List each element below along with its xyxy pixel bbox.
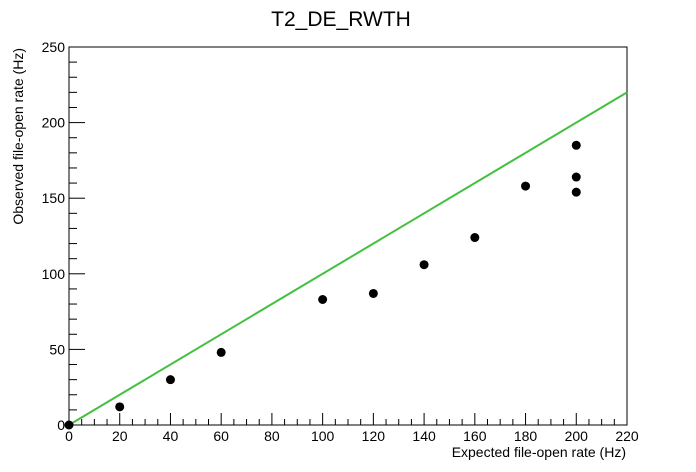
data-point xyxy=(115,402,125,412)
y-tick-label: 50 xyxy=(49,341,65,357)
y-tick-label: 250 xyxy=(42,39,66,55)
reference-line xyxy=(68,91,628,426)
data-point xyxy=(521,181,531,191)
data-point xyxy=(571,187,581,197)
y-tick-label: 150 xyxy=(42,190,66,206)
x-axis-label: Expected file-open rate (Hz) xyxy=(452,444,626,460)
y-tick-label: 200 xyxy=(42,115,66,131)
data-point xyxy=(64,420,74,430)
x-tick-label: 60 xyxy=(213,428,229,444)
x-tick-label: 220 xyxy=(615,428,639,444)
plot-frame xyxy=(68,46,628,426)
x-tick-label: 120 xyxy=(362,428,386,444)
data-point xyxy=(165,375,175,385)
axes: 0 20 40 60 80 100 120 140 160 180 200 220 0 50 100 150 2… xyxy=(42,39,639,444)
x-tick-label: 20 xyxy=(112,428,128,444)
y-tick-label: 100 xyxy=(42,266,66,282)
x-tick-label: 100 xyxy=(311,428,335,444)
x-tick-label: 0 xyxy=(65,428,73,444)
y-axis-label: Observed file-open rate (Hz) xyxy=(10,48,26,225)
x-tick-label: 180 xyxy=(514,428,538,444)
data-point xyxy=(216,347,226,357)
data-point xyxy=(470,233,480,243)
y-tick-label: 0 xyxy=(57,417,65,433)
data-point xyxy=(571,172,581,182)
x-tick-label: 40 xyxy=(163,428,179,444)
x-tick-label: 140 xyxy=(412,428,436,444)
x-tick-label: 80 xyxy=(264,428,280,444)
x-tick-label: 200 xyxy=(565,428,589,444)
data-point xyxy=(318,295,328,305)
data-point xyxy=(571,140,581,150)
data-point xyxy=(368,288,378,298)
data-point xyxy=(419,260,429,270)
x-tick-label: 160 xyxy=(463,428,487,444)
chart-title: T2_DE_RWTH xyxy=(271,8,411,31)
series-layer xyxy=(64,91,628,430)
